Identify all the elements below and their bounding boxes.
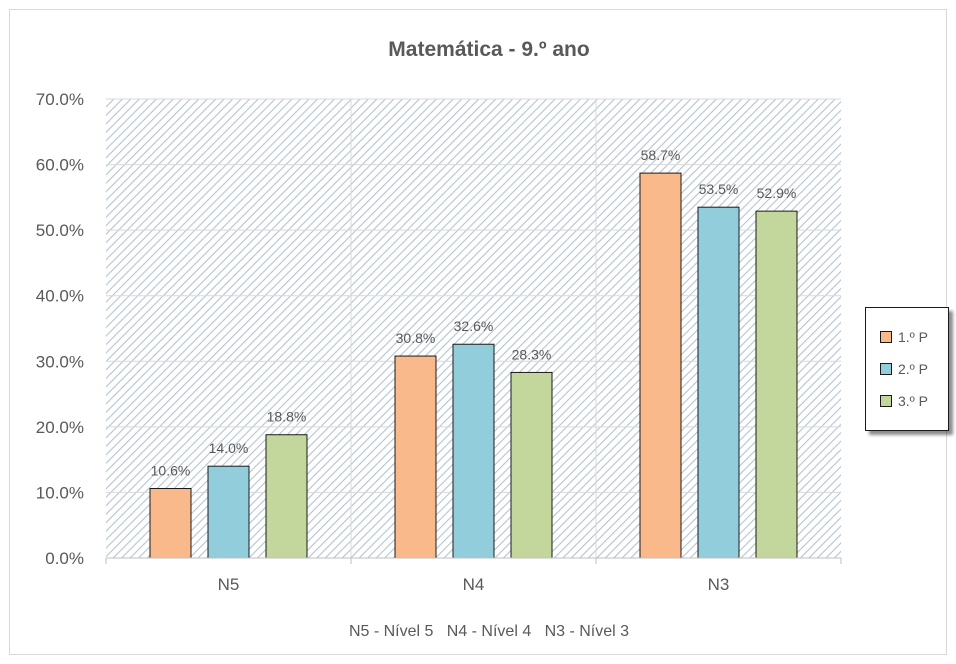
- data-label: 18.8%: [267, 409, 307, 425]
- y-tick-label: 70.0%: [36, 90, 84, 109]
- category-footnote: N5 - Nível 5 N4 - Nível 4 N3 - Nível 3: [0, 623, 956, 641]
- legend-swatch-2: [880, 363, 892, 375]
- data-label: 30.8%: [396, 330, 436, 346]
- data-label: 53.5%: [699, 181, 739, 197]
- legend-label: 3.º P: [898, 393, 928, 409]
- bar: [640, 173, 681, 558]
- x-tick-label: N4: [463, 575, 485, 594]
- data-label: 32.6%: [454, 318, 494, 334]
- data-label: 52.9%: [757, 185, 797, 201]
- bar: [266, 435, 307, 558]
- bar: [150, 488, 191, 558]
- x-tick-label: N5: [218, 575, 240, 594]
- y-tick-label: 20.0%: [36, 418, 84, 437]
- data-label: 10.6%: [151, 462, 191, 478]
- bar: [756, 211, 797, 558]
- legend-label: 2.º P: [898, 361, 928, 377]
- bar: [698, 207, 739, 558]
- legend-item: 1.º P: [880, 328, 928, 346]
- legend: 1.º P 2.º P 3.º P: [865, 307, 949, 431]
- legend-label: 1.º P: [898, 329, 928, 345]
- bar: [208, 466, 249, 558]
- legend-swatch-3: [880, 395, 892, 407]
- x-tick-label: N3: [708, 575, 730, 594]
- y-tick-label: 10.0%: [36, 483, 84, 502]
- bar: [453, 344, 494, 558]
- bar: [395, 356, 436, 558]
- data-label: 14.0%: [209, 440, 249, 456]
- y-tick-label: 60.0%: [36, 156, 84, 175]
- data-label: 58.7%: [641, 147, 681, 163]
- legend-swatch-1: [880, 331, 892, 343]
- data-label: 28.3%: [512, 346, 552, 362]
- y-tick-label: 30.0%: [36, 352, 84, 371]
- y-tick-label: 40.0%: [36, 287, 84, 306]
- bar: [511, 372, 552, 558]
- y-tick-label: 0.0%: [45, 549, 84, 568]
- legend-item: 2.º P: [880, 360, 928, 378]
- y-tick-label: 50.0%: [36, 221, 84, 240]
- legend-item: 3.º P: [880, 392, 928, 410]
